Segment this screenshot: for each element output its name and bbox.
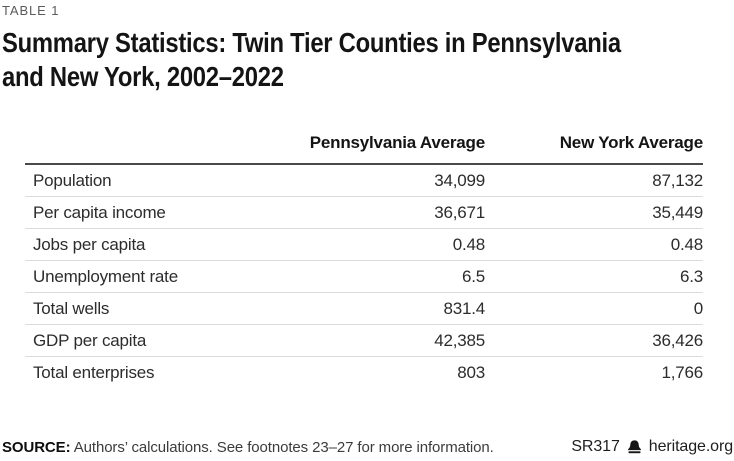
pa-value: 36,671 — [285, 196, 485, 229]
row-label: Jobs per capita — [25, 228, 285, 261]
ny-value: 0.48 — [485, 228, 703, 261]
row-label: GDP per capita — [25, 324, 285, 357]
pa-value: 34,099 — [285, 164, 485, 197]
report-id: SR317 — [571, 438, 620, 455]
table-row: Total wells 831.4 0 — [25, 292, 703, 325]
footer: SOURCE: Authors’ calculations. See footn… — [2, 438, 733, 456]
site-link[interactable]: heritage.org — [648, 438, 733, 455]
ny-value: 87,132 — [485, 164, 703, 197]
table-row: GDP per capita 42,385 36,426 — [25, 324, 703, 357]
ny-value: 36,426 — [485, 324, 703, 357]
table-body: Population 34,099 87,132 Per capita income 3… — [25, 164, 703, 388]
pa-value: 0.48 — [285, 228, 485, 261]
pa-value: 6.5 — [285, 260, 485, 293]
table-row: Total enterprises 803 1,766 — [25, 357, 703, 389]
column-header-pennsylvania: Pennsylvania Average — [285, 130, 485, 165]
ny-value: 35,449 — [485, 196, 703, 229]
summary-statistics-table: Pennsylvania Average New York Average Po… — [25, 130, 703, 388]
pa-value: 831.4 — [285, 292, 485, 325]
table-row: Per capita income 36,671 35,449 — [25, 196, 703, 229]
footer-brand: SR317 heritage.org — [571, 438, 733, 456]
table-row: Population 34,099 87,132 — [25, 164, 703, 197]
ny-value: 6.3 — [485, 260, 703, 293]
source-note: SOURCE: Authors’ calculations. See footn… — [2, 439, 494, 456]
pa-value: 803 — [457, 362, 485, 382]
row-label: Population — [25, 164, 285, 197]
page-title: Summary Statistics: Twin Tier Counties i… — [2, 26, 621, 94]
row-label: Total wells — [25, 292, 285, 325]
source-label: SOURCE: — [2, 438, 71, 456]
row-label: Unemployment rate — [25, 260, 285, 293]
heritage-bell-icon — [627, 440, 642, 454]
row-label: Total enterprises — [33, 362, 155, 382]
table-row: Unemployment rate 6.5 6.3 — [25, 260, 703, 293]
table-header-row: Pennsylvania Average New York Average — [25, 130, 703, 165]
row-label: Per capita income — [25, 196, 285, 229]
ny-value: 1,766 — [661, 362, 703, 382]
column-header-newyork: New York Average — [485, 130, 703, 165]
column-header-blank — [25, 130, 285, 165]
page-title-line-2: and New York, 2002–2022 — [2, 61, 284, 92]
table-header: Pennsylvania Average New York Average — [25, 130, 703, 165]
table-row: Jobs per capita 0.48 0.48 — [25, 228, 703, 261]
ny-value: 0 — [485, 292, 703, 325]
page-title-line-1: Summary Statistics: Twin Tier Counties i… — [2, 27, 621, 58]
table-number-label: TABLE 1 — [2, 3, 60, 18]
source-text: Authors’ calculations. See footnotes 23–… — [73, 438, 494, 456]
pa-value: 42,385 — [285, 324, 485, 357]
